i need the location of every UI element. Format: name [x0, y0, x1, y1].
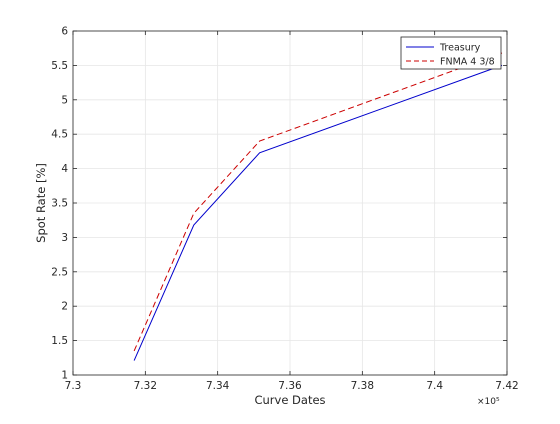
x-tick-labels: 7.3 7.32 7.34 7.36 7.38 7.4 7.42 — [65, 380, 519, 392]
x-tick-label: 7.34 — [206, 380, 230, 392]
y-tick-label: 1.5 — [51, 335, 68, 347]
y-tick-label: 2.5 — [51, 266, 68, 278]
y-tick-label: 5.5 — [51, 60, 68, 72]
x-tick-label: 7.38 — [351, 380, 374, 392]
legend-label-fnma: FNMA 4 3/8 — [440, 57, 495, 68]
x-tick-label: 7.3 — [65, 380, 82, 392]
y-tick-labels: 1 1.5 2 2.5 3 3.5 4 4.5 5 5.5 6 — [51, 26, 68, 382]
x-axis-label: Curve Dates — [254, 393, 325, 407]
x-tick-label: 7.4 — [426, 380, 443, 392]
y-tick-label: 4.5 — [51, 129, 68, 141]
legend-label-treasury: Treasury — [439, 43, 481, 54]
y-tick-label: 5 — [61, 94, 68, 106]
y-tick-label: 3 — [61, 232, 68, 244]
x-tick-label: 7.32 — [134, 380, 157, 392]
legend: Treasury FNMA 4 3/8 — [401, 37, 501, 69]
x-tick-label: 7.42 — [495, 380, 518, 392]
y-tick-label: 1 — [61, 370, 68, 382]
y-tick-label: 2 — [61, 301, 68, 313]
y-tick-label: 3.5 — [51, 198, 68, 210]
y-axis-label: Spot Rate [%] — [34, 163, 48, 243]
y-tick-label: 4 — [61, 163, 68, 175]
y-tick-label: 6 — [61, 26, 68, 38]
x-axis-exponent: ×10⁵ — [477, 397, 500, 407]
x-tick-label: 7.36 — [278, 380, 302, 392]
